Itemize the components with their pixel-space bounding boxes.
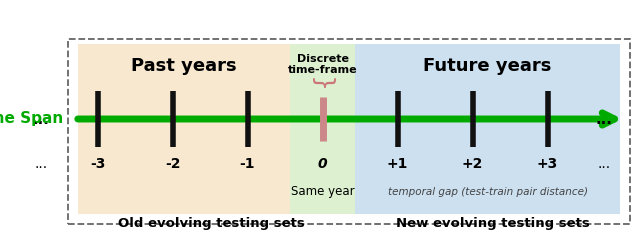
Text: Discrete: Discrete — [296, 54, 349, 64]
Text: time-frame: time-frame — [288, 65, 357, 75]
Bar — [68, 39, 630, 224]
Text: Old evolving testing sets: Old evolving testing sets — [118, 217, 305, 230]
Text: ...: ... — [595, 111, 612, 127]
Bar — [78, 44, 290, 214]
Text: ...: ... — [597, 157, 611, 171]
Bar — [355, 44, 620, 214]
Text: -1: -1 — [240, 157, 255, 171]
Text: temporal gap (test-train pair distance): temporal gap (test-train pair distance) — [387, 187, 588, 197]
Text: +1: +1 — [387, 157, 408, 171]
Text: Same year: Same year — [291, 186, 355, 198]
Text: +3: +3 — [537, 157, 558, 171]
Text: -3: -3 — [90, 157, 105, 171]
Text: -2: -2 — [164, 157, 180, 171]
Text: New evolving testing sets: New evolving testing sets — [396, 217, 589, 230]
Text: Time Span: Time Span — [0, 111, 63, 127]
Text: +2: +2 — [462, 157, 483, 171]
Text: ...: ... — [35, 157, 48, 171]
Text: 0: 0 — [317, 157, 327, 171]
Text: ...: ... — [33, 111, 50, 127]
Bar — [290, 44, 355, 214]
Text: Future years: Future years — [423, 57, 552, 75]
Text: Past years: Past years — [131, 57, 237, 75]
Text: {: { — [310, 71, 335, 87]
